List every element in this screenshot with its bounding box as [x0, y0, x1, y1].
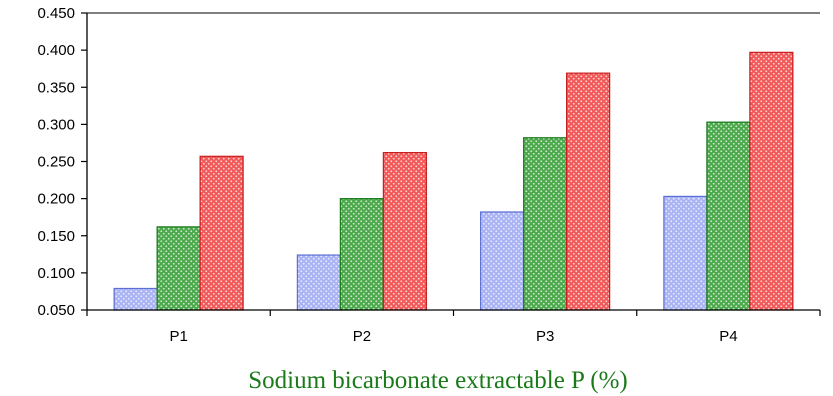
bar-p2-series-3: [382, 151, 427, 311]
axes-layer: [81, 12, 821, 316]
bars-layer: [113, 51, 794, 311]
bar-p2-series-1: [296, 254, 341, 311]
y-tick-label: 0.250: [37, 154, 75, 171]
x-tick-label-p1: P1: [169, 328, 187, 345]
bar-p1-series-2: [156, 226, 201, 311]
y-tick-label: 0.150: [37, 228, 75, 245]
x-tick-label-p3: P3: [536, 328, 554, 345]
y-tick-label: 0.400: [37, 42, 75, 59]
y-tick-label: 0.350: [37, 79, 75, 96]
y-tick-label: 0.450: [37, 5, 75, 22]
bar-p2-series-2: [339, 198, 384, 311]
bar-p3-series-2: [523, 137, 568, 311]
bar-p1-series-3: [199, 155, 244, 311]
y-tick-label: 0.050: [37, 302, 75, 319]
y-tick-label: 0.200: [37, 191, 75, 208]
bar-p4-series-2: [706, 121, 751, 311]
bar-p4-series-1: [663, 195, 708, 311]
x-tick-label-p4: P4: [719, 328, 737, 345]
labels-layer: 0.050 0.100 0.150 0.200 0.250 0.300 0.350 0.400…: [37, 5, 737, 345]
bar-p1-series-1: [113, 287, 158, 311]
y-tick-label: 0.300: [37, 116, 75, 133]
bar-p4-series-3: [749, 51, 794, 311]
x-tick-label-p2: P2: [353, 328, 371, 345]
bar-p3-series-3: [566, 72, 611, 311]
bar-p3-series-1: [480, 211, 525, 311]
y-tick-label: 0.100: [37, 265, 75, 282]
x-axis-title: Sodium bicarbonate extractable P (%): [248, 367, 628, 394]
